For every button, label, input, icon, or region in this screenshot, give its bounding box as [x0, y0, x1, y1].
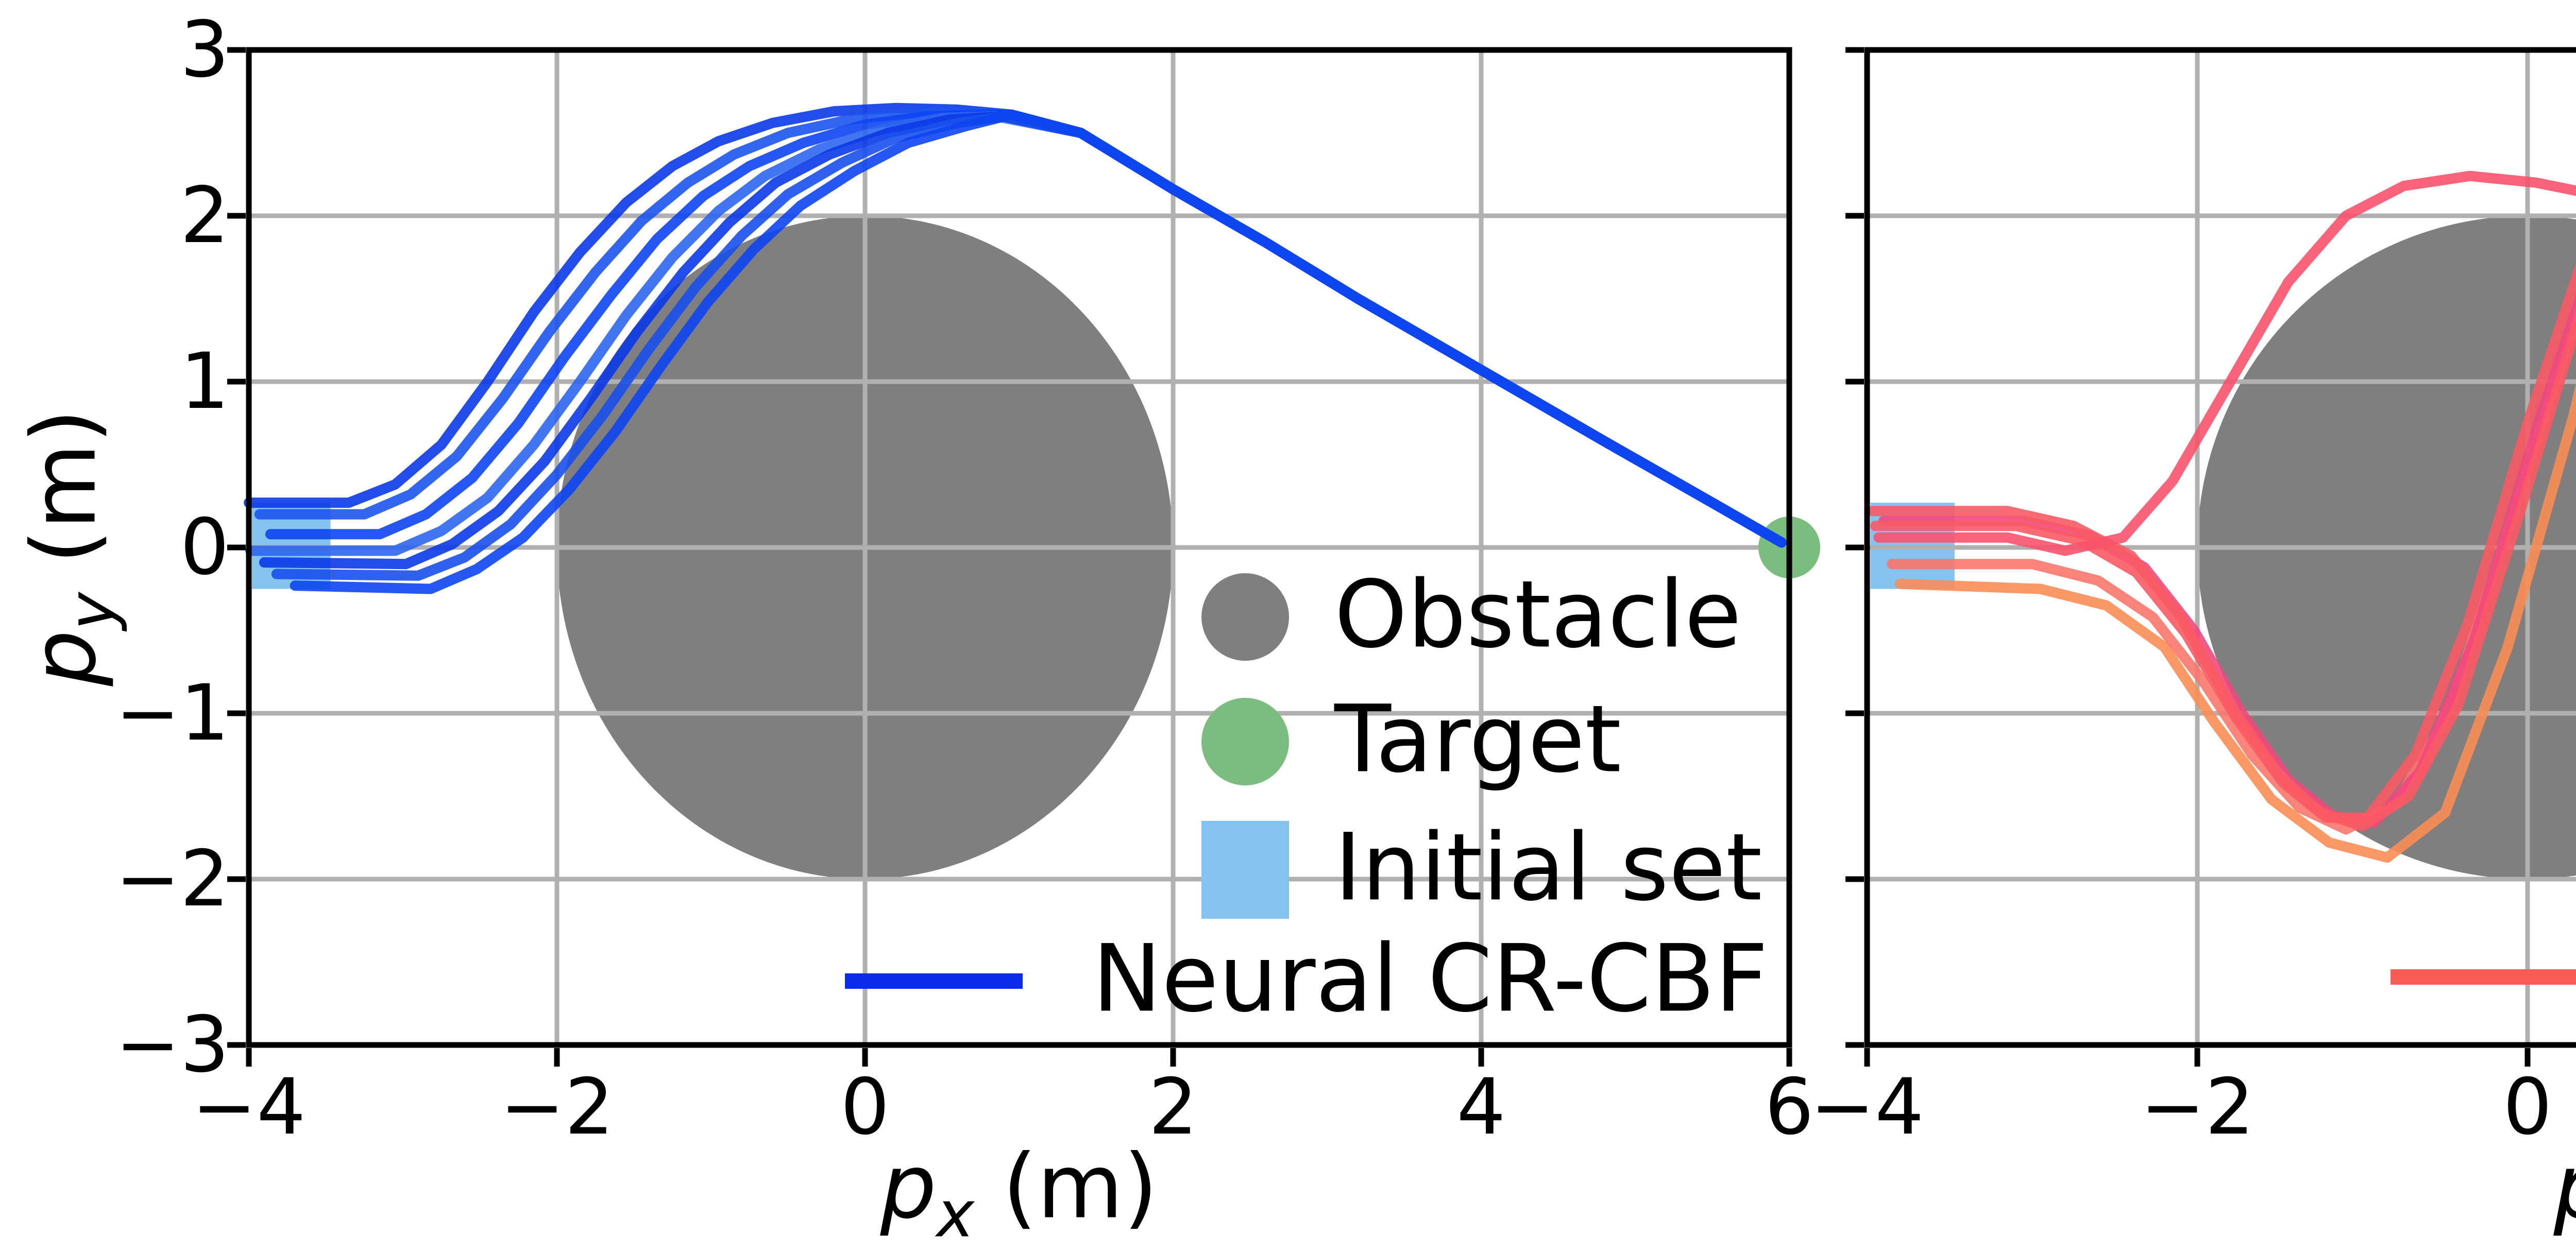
trajectory-line-trajectory-riser: [1873, 170, 2576, 556]
x-tick-label: −2: [2140, 1062, 2255, 1152]
x-tick-label: 4: [1456, 1062, 1506, 1152]
obstacle-legend-marker-icon: [1201, 573, 1289, 661]
regular-neural-cbf-legend-line-icon: [2391, 969, 2576, 985]
x-tick-label: −4: [192, 1062, 306, 1152]
neural-cr-cbf-legend-label: Neural CR-CBF: [1092, 925, 1769, 1033]
plot-spines: [246, 47, 1792, 1048]
x-tick-label: 0: [2503, 1062, 2552, 1152]
initial-set-legend-marker-icon: [1201, 821, 1289, 919]
y-tick-label: 0: [180, 503, 229, 592]
trajectory-line-trajectory-main-1: [1867, 311, 2576, 831]
y-tick-label: −3: [115, 1000, 229, 1090]
initial-set-legend-label: Initial set: [1334, 814, 1762, 922]
trajectory-line-trajectory-low-bend: [1887, 301, 2576, 835]
y-tick-label: 1: [180, 337, 229, 426]
x-axis-var: p: [2554, 1135, 2576, 1239]
trajectory-line-trajectory-7: [290, 109, 1787, 594]
trajectory-line-trajectory-main-2: [1870, 263, 2576, 823]
x-axis-label-right: px (m): [2554, 1142, 2576, 1247]
y-axis-unit: (m): [12, 408, 116, 592]
x-tick-label: 0: [840, 1062, 890, 1152]
plot-spines: [1864, 47, 2576, 1048]
x-axis-var: p: [880, 1135, 937, 1239]
y-tick-label: 3: [180, 5, 229, 95]
y-axis-var: p: [12, 630, 116, 687]
neural-cr-cbf-legend-line-icon: [845, 973, 1023, 989]
target-legend-label: Target: [1334, 685, 1621, 794]
x-tick-label: −2: [500, 1062, 614, 1152]
x-axis-unit: (m): [974, 1135, 1158, 1239]
y-tick-label: 2: [180, 171, 229, 261]
x-tick-label: −4: [1810, 1062, 1924, 1152]
obstacle-legend-label: Obstacle: [1334, 561, 1742, 669]
target-legend-marker-icon: [1201, 698, 1289, 785]
y-tick-label: −2: [115, 834, 229, 924]
x-axis-sub: x: [936, 1177, 975, 1252]
y-axis-label-left: py (m): [12, 409, 129, 687]
x-axis-label-left: px (m): [880, 1142, 1158, 1247]
y-axis-sub: y: [55, 592, 129, 630]
trajectory-line-trajectory-orange: [1895, 383, 2576, 863]
y-tick-label: −1: [115, 668, 229, 758]
x-tick-label: 2: [1148, 1062, 1198, 1152]
x-tick-label: 6: [1765, 1062, 1814, 1152]
